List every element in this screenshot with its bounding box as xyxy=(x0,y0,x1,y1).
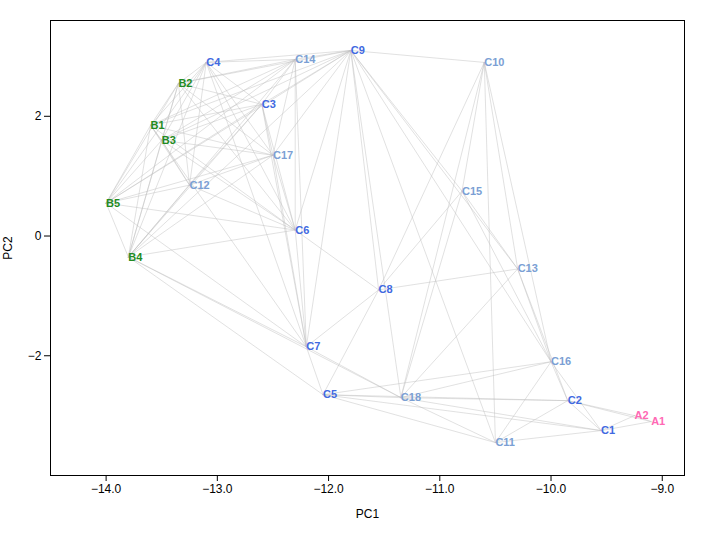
svg-text:C7: C7 xyxy=(306,340,320,352)
svg-text:B1: B1 xyxy=(151,119,165,131)
svg-text:PC1: PC1 xyxy=(356,507,380,521)
svg-text:C8: C8 xyxy=(379,283,393,295)
svg-text:C5: C5 xyxy=(323,388,337,400)
svg-text:PC2: PC2 xyxy=(1,236,15,260)
svg-text:C10: C10 xyxy=(484,56,504,68)
svg-text:−12.0: −12.0 xyxy=(313,482,344,496)
svg-text:−9.0: −9.0 xyxy=(650,482,674,496)
svg-text:C15: C15 xyxy=(462,185,482,197)
svg-text:−14.0: −14.0 xyxy=(91,482,122,496)
svg-text:C1: C1 xyxy=(601,424,615,436)
svg-text:C16: C16 xyxy=(551,355,571,367)
svg-text:C6: C6 xyxy=(295,224,309,236)
svg-text:C18: C18 xyxy=(401,391,421,403)
svg-text:C13: C13 xyxy=(518,262,538,274)
svg-text:B5: B5 xyxy=(106,197,120,209)
svg-text:C14: C14 xyxy=(295,53,316,65)
svg-text:C3: C3 xyxy=(262,98,276,110)
svg-text:−11.0: −11.0 xyxy=(425,482,455,496)
svg-text:B3: B3 xyxy=(162,134,176,146)
svg-text:−2: −2 xyxy=(28,349,42,363)
svg-text:A1: A1 xyxy=(651,415,665,427)
svg-text:C4: C4 xyxy=(206,56,221,68)
svg-text:C17: C17 xyxy=(273,149,293,161)
svg-text:−13.0: −13.0 xyxy=(202,482,233,496)
svg-text:C11: C11 xyxy=(495,436,515,448)
svg-text:C9: C9 xyxy=(351,44,365,56)
svg-text:2: 2 xyxy=(35,109,42,123)
svg-text:C12: C12 xyxy=(190,179,210,191)
svg-text:−10.0: −10.0 xyxy=(536,482,567,496)
svg-text:B4: B4 xyxy=(128,251,143,263)
svg-text:C2: C2 xyxy=(568,394,582,406)
svg-text:0: 0 xyxy=(35,229,42,243)
svg-text:A2: A2 xyxy=(634,409,648,421)
svg-text:B2: B2 xyxy=(178,77,192,89)
